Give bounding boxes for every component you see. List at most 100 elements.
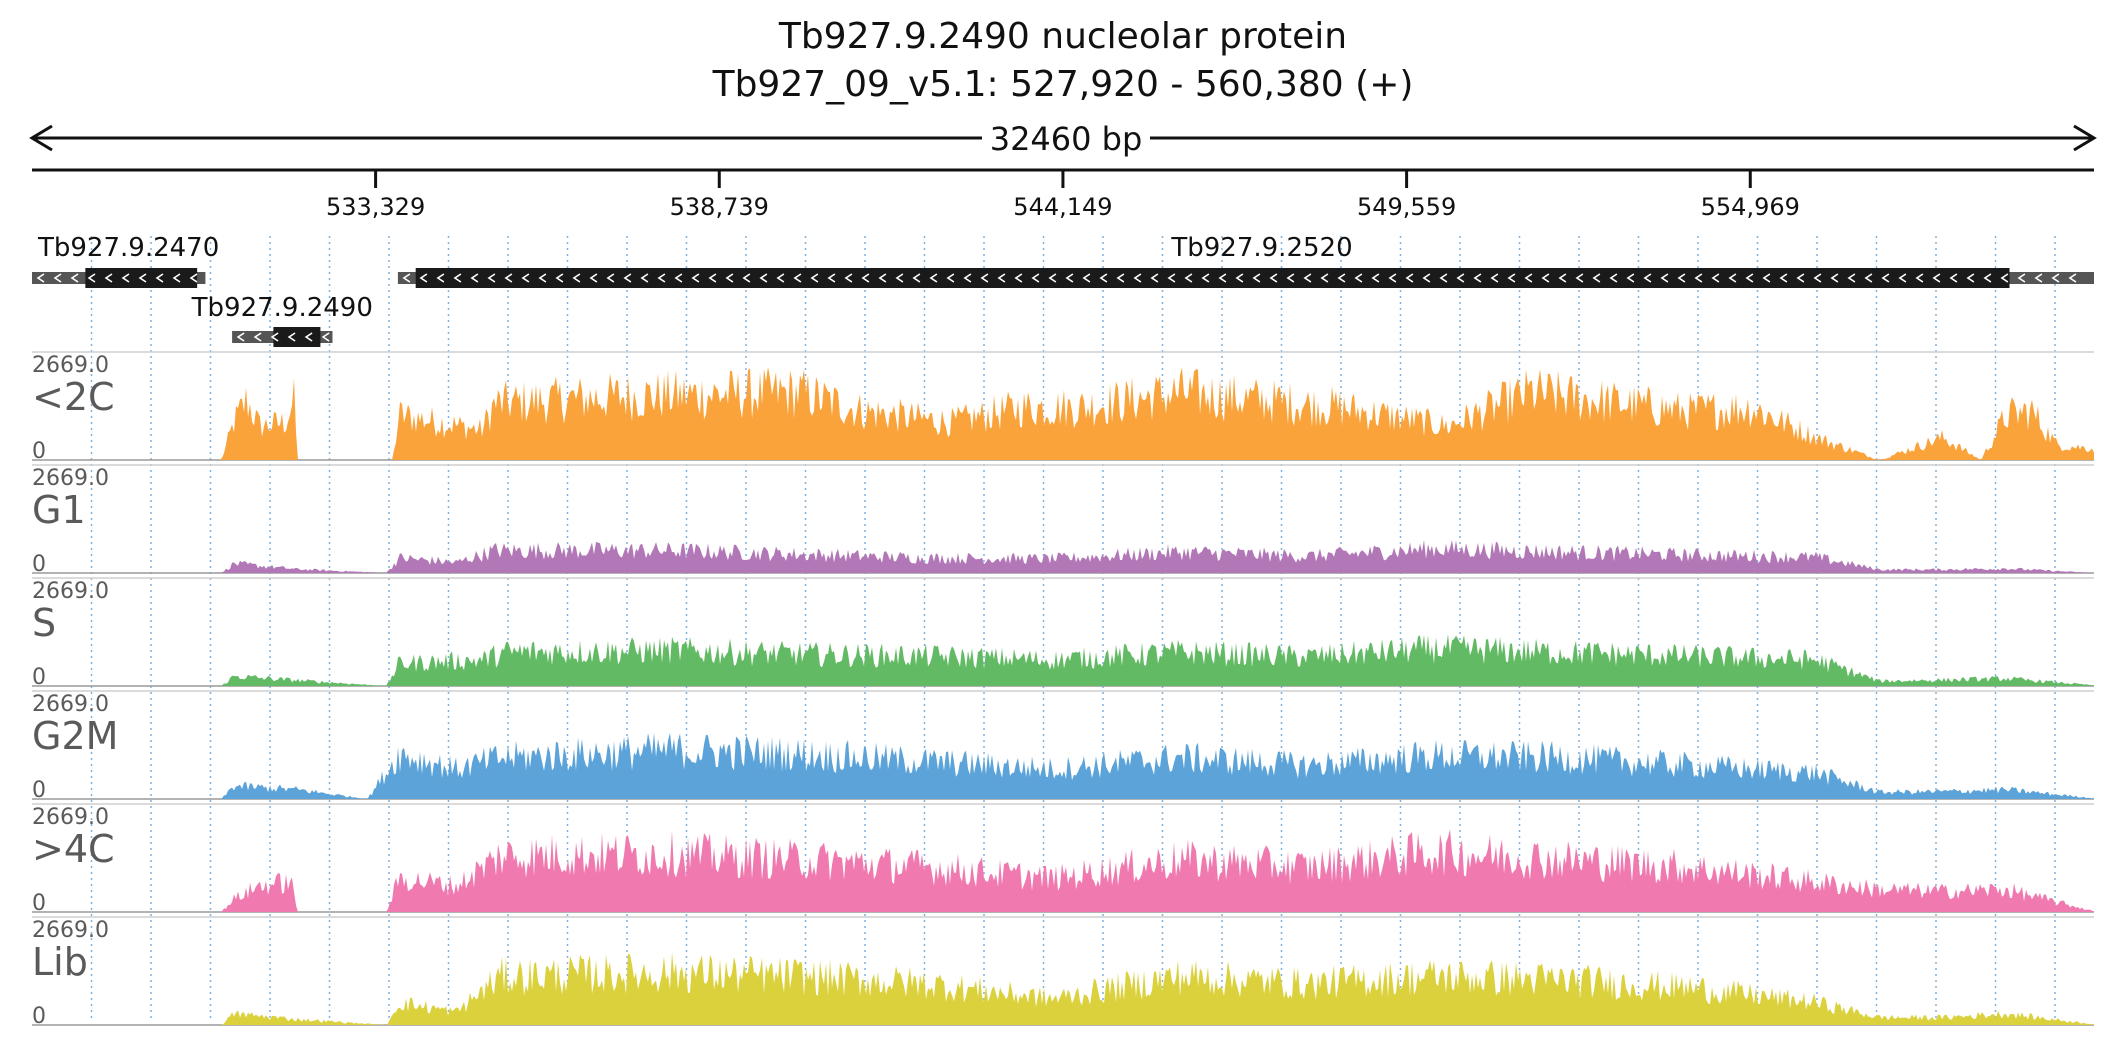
strand-arrow bbox=[53, 273, 62, 283]
strand-arrow bbox=[453, 273, 462, 283]
strand-arrow bbox=[487, 273, 496, 283]
strand-arrow bbox=[236, 332, 245, 342]
strand-arrow bbox=[1303, 273, 1312, 283]
track-min-label: 0 bbox=[32, 439, 46, 464]
span-label: 32460 bp bbox=[990, 120, 1143, 158]
coverage-area bbox=[32, 634, 2094, 686]
strand-arrow bbox=[1354, 273, 1363, 283]
track-max-label: 2669.0 bbox=[32, 466, 109, 491]
strand-arrow bbox=[1133, 273, 1142, 283]
track-min-label: 0 bbox=[32, 1004, 46, 1029]
strand-arrow bbox=[929, 273, 938, 283]
track-Lib: 2669.0 0 Lib bbox=[32, 916, 2094, 1029]
track-max-label: 2669.0 bbox=[32, 353, 109, 378]
strand-arrow bbox=[1762, 273, 1771, 283]
track-max-label: 2669.0 bbox=[32, 918, 109, 943]
strand-arrow bbox=[589, 273, 598, 283]
strand-arrow bbox=[1796, 273, 1805, 283]
strand-arrow bbox=[1626, 273, 1635, 283]
strand-arrow bbox=[1065, 273, 1074, 283]
strand-arrow bbox=[1932, 273, 1941, 283]
strand-arrow bbox=[121, 273, 130, 283]
strand-arrow bbox=[640, 273, 649, 283]
tick-label: 538,739 bbox=[670, 193, 769, 221]
strand-arrow bbox=[1966, 273, 1975, 283]
strand-arrow bbox=[1320, 273, 1329, 283]
strand-arrow bbox=[1677, 273, 1686, 283]
strand-arrow bbox=[1575, 273, 1584, 283]
strand-arrow bbox=[1048, 273, 1057, 283]
track-G2M: 2669.0 0 G2M bbox=[32, 690, 2094, 803]
strand-arrow bbox=[189, 273, 198, 283]
strand-arrow bbox=[1201, 273, 1210, 283]
coverage-area bbox=[32, 952, 2094, 1025]
strand-arrow bbox=[963, 273, 972, 283]
coverage-area bbox=[32, 366, 2094, 460]
track-min-label: 0 bbox=[32, 778, 46, 803]
track-name-label: >4C bbox=[32, 827, 115, 871]
strand-arrow bbox=[521, 273, 530, 283]
strand-arrow bbox=[155, 273, 164, 283]
strand-arrow bbox=[1405, 273, 1414, 283]
strand-arrow bbox=[1388, 273, 1397, 283]
tick-label: 544,149 bbox=[1013, 193, 1112, 221]
strand-arrow bbox=[1473, 273, 1482, 283]
track-name-label: <2C bbox=[32, 375, 115, 419]
strand-arrow bbox=[691, 273, 700, 283]
track-max-label: 2669.0 bbox=[32, 579, 109, 604]
strand-arrow bbox=[572, 273, 581, 283]
span-arrow-left-head bbox=[29, 124, 53, 152]
strand-arrow bbox=[1660, 273, 1669, 283]
strand-arrow bbox=[1779, 273, 1788, 283]
strand-arrow bbox=[1439, 273, 1448, 283]
strand-arrow bbox=[1541, 273, 1550, 283]
track-4C: 2669.0 0 >4C bbox=[32, 803, 2094, 916]
strand-arrow bbox=[1728, 273, 1737, 283]
strand-arrow bbox=[759, 273, 768, 283]
gene-track: Tb927.9.2470 Tb927.9.2490 Tb927.9.2520 bbox=[32, 233, 2095, 347]
strand-arrow bbox=[725, 273, 734, 283]
tick-label: 554,969 bbox=[1701, 193, 1800, 221]
strand-arrow bbox=[1711, 273, 1720, 283]
coverage-tracks: 2669.00<2C2669.00G12669.00S2669.00G2M266… bbox=[32, 351, 2094, 1029]
locus-label: Tb927_09_v5.1: 527,920 - 560,380 (+) bbox=[712, 64, 1414, 105]
strand-arrow bbox=[1252, 273, 1261, 283]
strand-arrow bbox=[861, 273, 870, 283]
strand-arrow bbox=[1082, 273, 1091, 283]
strand-arrow bbox=[538, 273, 547, 283]
strand-arrow bbox=[1218, 273, 1227, 283]
strand-arrow bbox=[1558, 273, 1567, 283]
strand-arrow bbox=[1031, 273, 1040, 283]
strand-arrows bbox=[402, 273, 2077, 283]
strand-arrow bbox=[1167, 273, 1176, 283]
strand-arrow bbox=[1915, 273, 1924, 283]
strand-arrow bbox=[742, 273, 751, 283]
strand-arrow bbox=[946, 273, 955, 283]
strand-arrow bbox=[1099, 273, 1108, 283]
strand-arrow bbox=[895, 273, 904, 283]
strand-arrow bbox=[1507, 273, 1516, 283]
track-2C: 2669.0 0 <2C bbox=[32, 351, 2094, 464]
coverage-area bbox=[32, 732, 2094, 799]
track-max-label: 2669.0 bbox=[32, 692, 109, 717]
track-min-label: 0 bbox=[32, 665, 46, 690]
tick-label: 549,559 bbox=[1357, 193, 1456, 221]
strand-arrow bbox=[104, 273, 113, 283]
strand-arrow bbox=[270, 332, 279, 342]
strand-arrow bbox=[87, 273, 96, 283]
span-arrow-right-head bbox=[2073, 124, 2097, 152]
span-label-background bbox=[982, 118, 1150, 158]
strand-arrow bbox=[1116, 273, 1125, 283]
track-name-label: Lib bbox=[32, 940, 88, 984]
gene-cds-bar bbox=[273, 327, 321, 347]
strand-arrow bbox=[1337, 273, 1346, 283]
strand-arrow bbox=[70, 273, 79, 283]
strand-arrow bbox=[436, 273, 445, 283]
strand-arrow bbox=[1949, 273, 1958, 283]
strand-arrow bbox=[2034, 273, 2043, 283]
coverage-area bbox=[32, 829, 2094, 912]
track-name-label: G1 bbox=[32, 488, 86, 532]
grid-lines bbox=[90, 236, 2056, 1020]
strand-arrow bbox=[1456, 273, 1465, 283]
strand-arrow bbox=[1830, 273, 1839, 283]
